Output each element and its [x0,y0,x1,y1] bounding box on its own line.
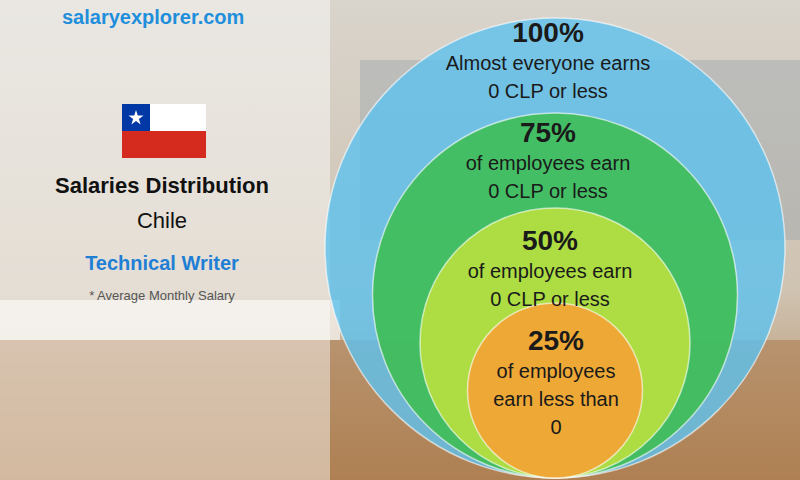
note: * Average Monthly Salary [89,288,235,303]
flag-blue [122,104,150,131]
description: of employees earn [466,152,631,174]
chart: salaryexplorer.com Salaries Distribution C… [0,0,800,480]
percent-label: 25% [528,325,584,356]
salary-label: 0 CLP or less [488,180,608,202]
flag-star [128,110,143,124]
background-veil [0,0,330,480]
description: of employees [497,360,616,382]
labels: 100% Almost everyone earns 0 CLP or less 75… [446,17,651,438]
background [0,0,800,480]
percentile-circle [420,208,690,478]
percent-label: 75% [520,117,576,148]
percentile-circle [468,303,643,478]
salary-label: 0 [550,416,561,438]
job-title: Technical Writer [85,252,239,274]
percent-label: 50% [522,225,578,256]
description: of employees earn [468,260,633,282]
subtitle: Chile [137,208,187,233]
flag-red [122,131,206,158]
description: earn less than [493,388,619,410]
percent-label: 100% [512,17,584,48]
circles [325,18,785,478]
salary-label: 0 CLP or less [490,288,610,310]
percentile-circle [325,18,785,478]
flag [122,104,206,158]
title: Salaries Distribution [55,173,269,198]
description: Almost everyone earns [446,52,651,74]
brand: salaryexplorer.com [62,6,244,28]
salary-label: 0 CLP or less [488,80,608,102]
percentile-circle [373,113,738,478]
flag-white [122,104,206,131]
